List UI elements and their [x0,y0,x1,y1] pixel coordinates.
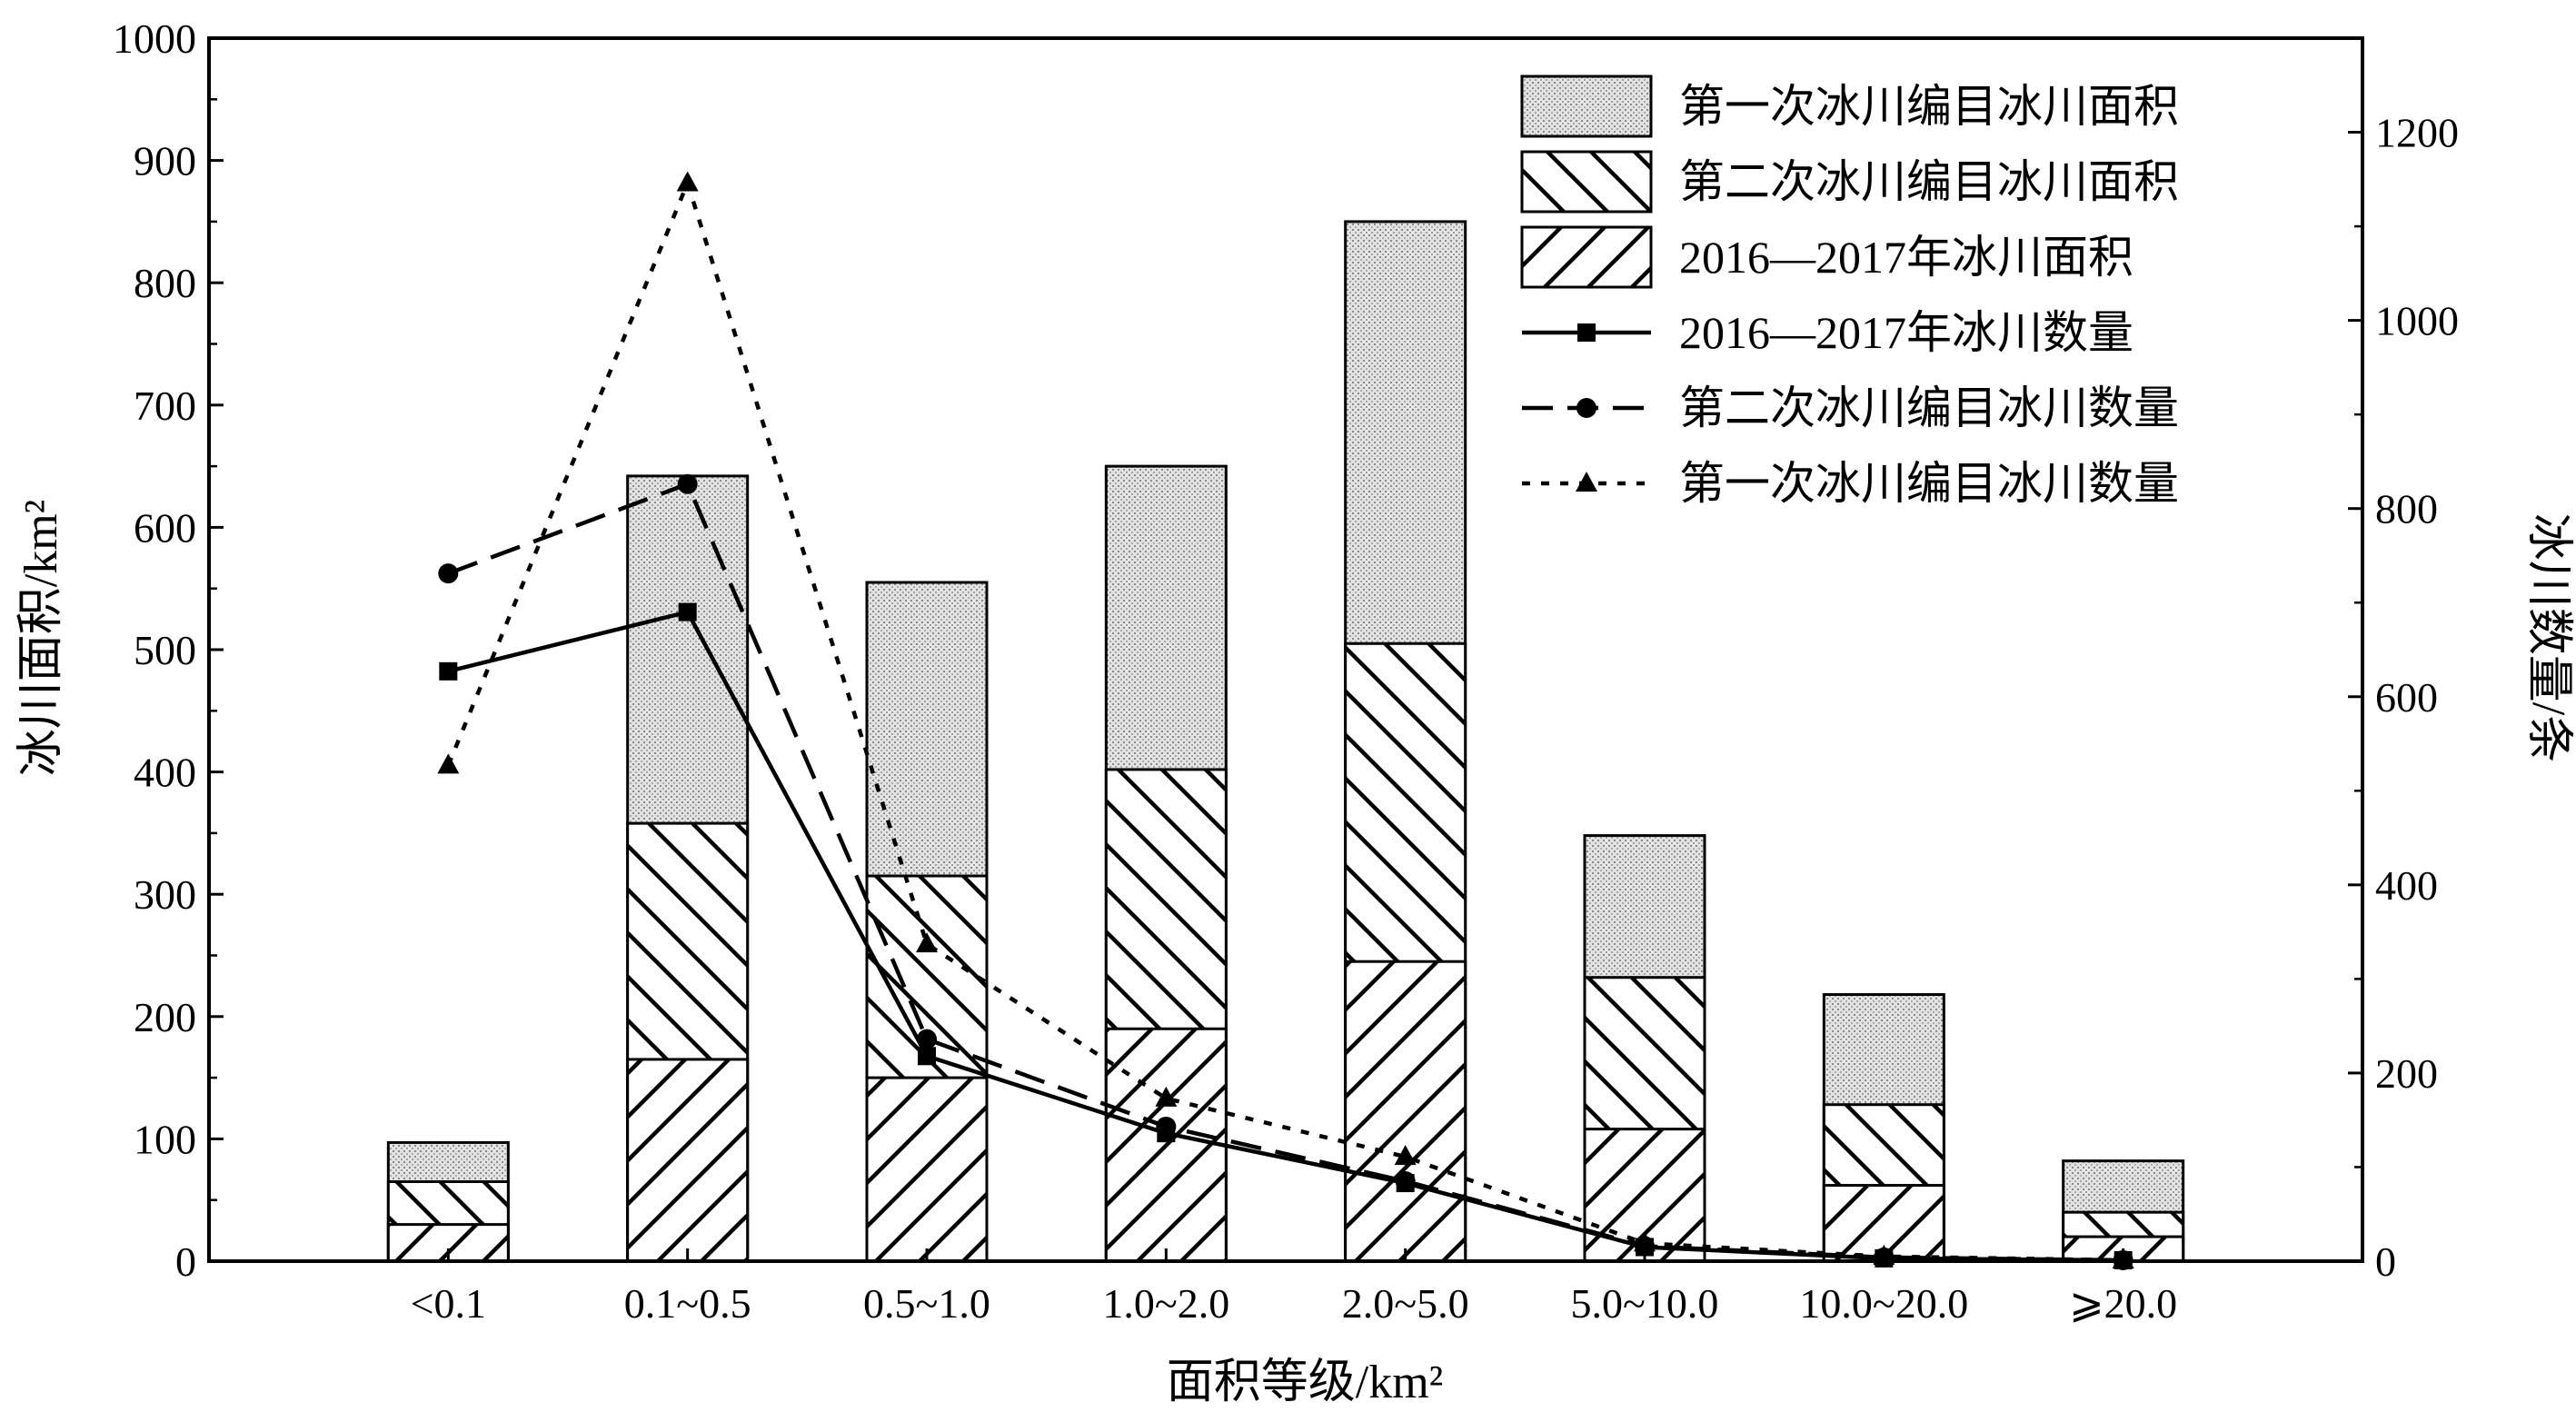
point-0-2 [918,1047,936,1066]
x-tick-5: 5.0~10.0 [1571,1280,1719,1327]
y-left-tick-0: 0 [175,1238,196,1285]
point-1-4 [1395,1170,1416,1191]
y-left-tick-9: 900 [134,138,196,184]
legend-marker-1 [1576,398,1596,418]
point-1-0 [438,563,459,584]
x-tick-1: 0.1~0.5 [624,1280,751,1327]
bar-s2-4 [1344,960,1467,1263]
x-axis-label: 面积等级/km² [1167,1357,1444,1408]
y-left-tick-2: 200 [134,994,196,1040]
legend-swatch-bar-0 [1520,75,1653,138]
x-tick-2: 0.5~1.0 [863,1280,990,1327]
y-left-tick-8: 800 [134,260,196,306]
legend-label-bar-2: 2016—2017年冰川面积 [1679,232,2133,283]
y-right-tick-3: 600 [2375,674,2438,721]
point-2-4 [1394,1145,1417,1166]
y-axis-right-label: 冰川数量/条 [2522,513,2574,762]
point-1-2 [917,1029,937,1049]
point-2-0 [437,753,460,774]
y-left-tick-7: 700 [134,383,196,429]
y-left-tick-10: 1000 [113,15,196,62]
legend-marker-0 [1577,323,1596,342]
point-2-2 [916,932,938,953]
x-tick-3: 1.0~2.0 [1102,1280,1229,1327]
point-0-1 [678,602,697,621]
y-left-tick-1: 100 [134,1116,196,1162]
legend-label-line-0: 2016—2017年冰川数量 [1679,307,2133,358]
point-2-1 [676,171,699,192]
x-tick-7: ⩾20.0 [2069,1280,2177,1327]
line-0 [447,610,2123,1263]
y-right-tick-0: 0 [2375,1238,2396,1285]
point-1-3 [1156,1116,1177,1137]
bar-layer [386,220,2185,1263]
y-left-tick-6: 600 [134,504,196,551]
y-left-tick-5: 500 [134,627,196,673]
legend-swatch-bar-2 [1520,225,1653,289]
y-left-tick-4: 400 [134,750,196,796]
bar-s2-2 [865,1076,989,1263]
x-tick-0: <0.1 [411,1280,486,1327]
x-tick-6: 10.0~20.0 [1799,1280,1968,1327]
bar-s2-3 [1104,1027,1228,1263]
y-right-tick-6: 1200 [2375,110,2459,156]
point-0-0 [439,661,458,681]
point-2-3 [1155,1086,1178,1107]
axes-layer: 0 100 200 300 400 500 600 700 800 900 1000 0 200 400 6… [113,15,2459,1327]
x-tick-4: 2.0~5.0 [1342,1280,1469,1327]
bar-s2-1 [626,1058,750,1263]
legend-label-bar-1: 第二次冰川编目冰川面积 [1679,156,2179,207]
y-right-tick-4: 800 [2375,486,2438,532]
y-right-tick-5: 1000 [2375,298,2459,344]
y-axis-left-label: 冰川面积/km² [15,500,67,777]
legend-label-line-2: 第一次冰川编目冰川数量 [1679,458,2179,509]
legend-label-line-1: 第二次冰川编目冰川数量 [1679,383,2179,433]
legend-marker-2 [1576,472,1597,492]
line-layer [437,171,2134,1270]
line-2 [446,181,2123,1263]
legend-label-bar-0: 第一次冰川编目冰川面积 [1679,81,2179,132]
legend-swatch-bar-1 [1520,150,1653,214]
point-1-1 [677,473,698,494]
y-right-tick-1: 200 [2375,1050,2438,1097]
point-2-5 [1634,1231,1656,1252]
y-right-tick-2: 400 [2375,862,2438,909]
y-left-tick-3: 300 [134,871,196,918]
line-1 [447,482,2123,1263]
